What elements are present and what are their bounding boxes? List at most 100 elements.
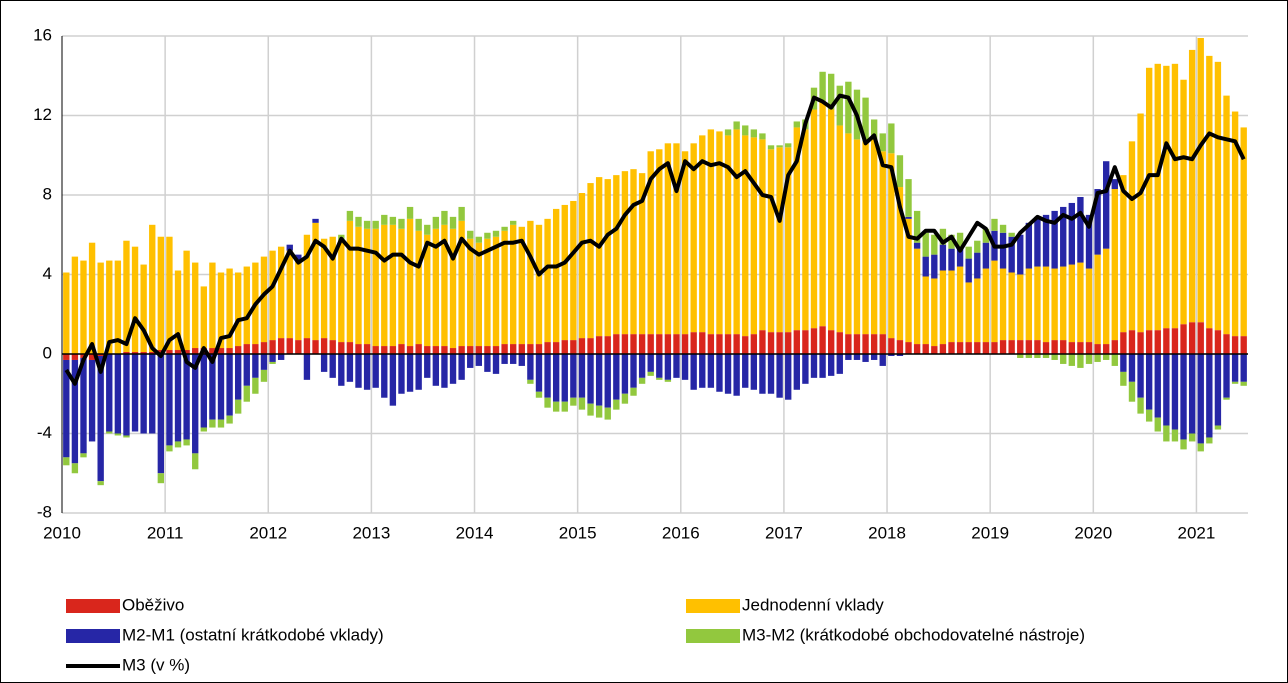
bar xyxy=(432,354,440,386)
bar xyxy=(1145,409,1153,422)
bar xyxy=(991,342,998,354)
bar xyxy=(1120,371,1127,386)
bar xyxy=(346,210,354,221)
bar xyxy=(742,135,749,337)
bar xyxy=(131,352,139,354)
bar xyxy=(510,344,517,354)
line xyxy=(64,93,1246,386)
bar xyxy=(71,256,79,354)
bar xyxy=(415,344,422,354)
bar xyxy=(544,342,551,354)
bar xyxy=(922,256,929,277)
bar xyxy=(97,481,104,486)
bar xyxy=(475,354,482,366)
bar xyxy=(372,228,379,347)
bar xyxy=(974,342,981,354)
bar xyxy=(922,232,929,257)
bar xyxy=(785,332,792,354)
bar xyxy=(1025,354,1033,358)
bar xyxy=(776,147,783,333)
bar xyxy=(604,179,611,337)
bar xyxy=(63,457,70,466)
bar xyxy=(595,405,603,418)
bar xyxy=(389,354,397,406)
bar xyxy=(235,399,242,414)
bar xyxy=(742,354,749,388)
bar xyxy=(630,169,637,335)
bar xyxy=(1231,111,1239,337)
bar xyxy=(1042,342,1050,354)
bar xyxy=(363,220,371,229)
bar xyxy=(381,214,388,225)
bar xyxy=(252,377,259,394)
bar xyxy=(1085,214,1093,269)
y-tick-label: -8 xyxy=(37,502,52,521)
bar xyxy=(1197,37,1204,323)
bar xyxy=(1128,141,1136,331)
bar xyxy=(1223,95,1230,335)
bar xyxy=(982,342,990,354)
bar xyxy=(819,101,826,327)
bar xyxy=(1008,232,1015,237)
bar xyxy=(552,354,560,402)
bar xyxy=(97,262,104,354)
bar xyxy=(1180,79,1187,325)
bar xyxy=(192,262,199,349)
bar xyxy=(965,246,972,259)
bar xyxy=(329,340,336,354)
bar xyxy=(1060,266,1067,341)
bar xyxy=(424,346,431,354)
bar xyxy=(724,334,732,354)
bar xyxy=(217,354,225,420)
bar xyxy=(1188,354,1196,434)
bar xyxy=(982,268,990,343)
bar xyxy=(1051,340,1058,354)
bar xyxy=(63,272,70,354)
bar xyxy=(372,346,379,354)
bar xyxy=(939,344,947,354)
bar xyxy=(793,354,800,390)
bar xyxy=(1034,216,1041,267)
bar xyxy=(750,334,758,354)
bar xyxy=(707,354,715,388)
bar xyxy=(527,354,534,380)
bar xyxy=(948,234,955,249)
bar xyxy=(1094,254,1101,345)
bar xyxy=(699,332,706,354)
bar xyxy=(939,244,947,271)
bar xyxy=(269,361,276,364)
bar xyxy=(724,135,732,335)
bar xyxy=(372,354,379,388)
bar xyxy=(467,354,474,368)
bar xyxy=(398,228,405,345)
bar xyxy=(552,401,560,412)
bar xyxy=(97,355,104,482)
bar xyxy=(1188,322,1196,354)
bar xyxy=(492,354,500,374)
bar xyxy=(80,357,87,454)
bar xyxy=(1180,354,1187,440)
bar xyxy=(243,385,250,402)
bar xyxy=(363,228,371,345)
bar xyxy=(458,354,465,380)
bar xyxy=(226,415,233,424)
bar xyxy=(303,234,311,339)
bar xyxy=(982,242,990,269)
bar xyxy=(1103,354,1110,360)
bar xyxy=(1068,264,1075,343)
bar xyxy=(174,270,182,351)
bar xyxy=(174,350,182,354)
bar xyxy=(217,272,225,349)
bar xyxy=(836,125,843,333)
bar xyxy=(913,242,921,249)
bar xyxy=(931,234,938,255)
x-tick-label: 2017 xyxy=(765,523,803,542)
bar xyxy=(71,354,79,360)
bar xyxy=(991,260,998,343)
bar xyxy=(905,179,912,217)
bar xyxy=(277,338,285,354)
bar xyxy=(647,371,654,376)
bar xyxy=(1111,340,1118,354)
bar xyxy=(200,286,207,349)
bar xyxy=(149,352,156,354)
